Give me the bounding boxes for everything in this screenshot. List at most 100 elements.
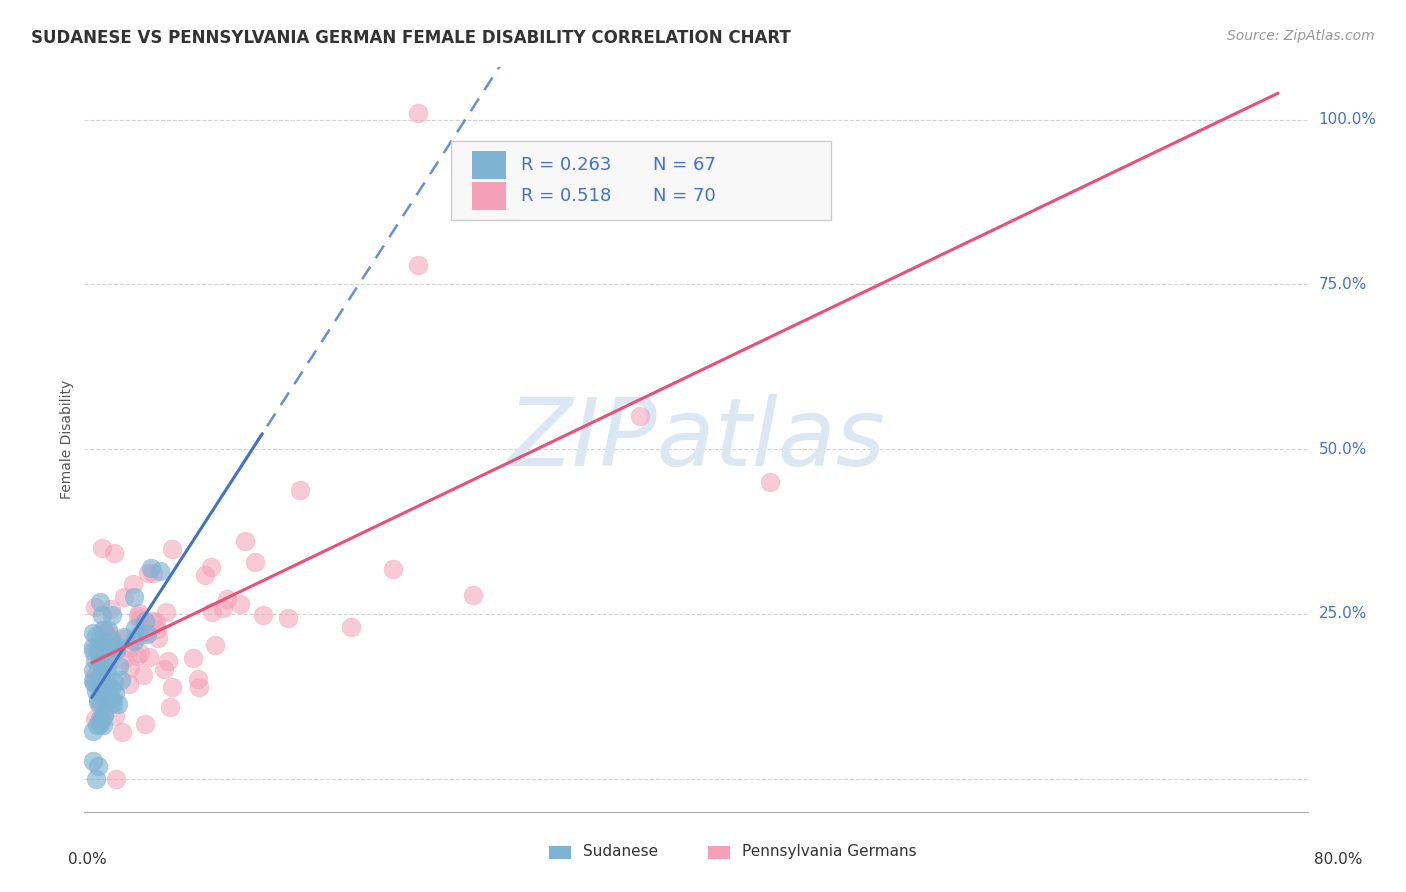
Point [86, 641, 108, 656]
Point [141, 561, 163, 575]
Point [107, 697, 129, 711]
Point [86, 677, 108, 691]
Point [114, 632, 136, 647]
Point [82, 673, 104, 688]
Point [93, 623, 115, 637]
Point [110, 725, 132, 739]
Point [87, 660, 110, 674]
Point [89, 717, 111, 731]
Point [89, 638, 111, 652]
Point [82, 754, 104, 768]
Point [82, 640, 104, 654]
Point [155, 605, 177, 619]
Text: Pennsylvania Germans: Pennsylvania Germans [742, 844, 917, 859]
Bar [550, 846, 571, 859]
Point [157, 654, 180, 668]
Point [100, 602, 122, 616]
Text: 50.0%: 50.0% [1319, 442, 1367, 457]
Point [215, 592, 238, 607]
Point [340, 620, 363, 634]
Point [149, 564, 172, 578]
Point [229, 597, 252, 611]
Point [82, 643, 104, 657]
Text: ZIPatlas: ZIPatlas [508, 393, 884, 485]
Point [145, 622, 167, 636]
Point [134, 717, 156, 731]
Point [628, 409, 651, 424]
Point [122, 634, 145, 648]
Point [112, 652, 135, 666]
Point [100, 681, 122, 695]
Point [91, 679, 114, 693]
Point [148, 631, 170, 645]
Text: 100.0%: 100.0% [1319, 112, 1376, 128]
Point [212, 600, 235, 615]
Point [86, 643, 108, 657]
Point [129, 612, 152, 626]
Point [118, 660, 141, 674]
Point [406, 258, 429, 272]
Point [84, 629, 107, 643]
Point [160, 680, 183, 694]
Point [89, 699, 111, 714]
Point [152, 662, 174, 676]
Point [136, 566, 159, 580]
Point [90, 665, 112, 680]
Point [91, 717, 114, 731]
Point [138, 650, 160, 665]
Point [104, 642, 127, 657]
Point [125, 649, 148, 664]
Point [160, 541, 183, 556]
Text: 25.0%: 25.0% [1319, 607, 1367, 622]
Point [107, 658, 129, 673]
Point [200, 605, 222, 619]
Point [89, 712, 111, 726]
Point [82, 724, 104, 739]
Text: N = 67: N = 67 [654, 156, 716, 174]
Point [122, 577, 145, 591]
Point [142, 614, 165, 628]
Point [91, 608, 114, 623]
Point [89, 654, 111, 668]
Text: Source: ZipAtlas.com: Source: ZipAtlas.com [1227, 29, 1375, 43]
Point [84, 772, 107, 786]
Point [93, 708, 115, 723]
Point [89, 595, 111, 609]
Text: 75.0%: 75.0% [1319, 277, 1367, 292]
Point [104, 708, 127, 723]
Point [94, 640, 117, 654]
Point [112, 630, 135, 644]
Point [101, 696, 124, 710]
Point [89, 628, 111, 642]
Point [129, 646, 152, 660]
Point [124, 591, 146, 605]
Point [82, 663, 104, 677]
Point [117, 640, 139, 655]
Point [94, 673, 117, 688]
Point [105, 640, 128, 654]
Point [87, 692, 110, 706]
Point [194, 567, 217, 582]
Point [127, 608, 149, 623]
Point [124, 621, 146, 635]
Point [128, 627, 150, 641]
Text: 0.0%: 0.0% [67, 852, 107, 867]
Point [187, 672, 209, 686]
Point [87, 643, 110, 657]
Point [159, 700, 181, 714]
Point [86, 684, 108, 698]
Point [134, 614, 156, 628]
Point [93, 707, 115, 722]
Point [97, 623, 120, 637]
Point [97, 683, 120, 698]
Point [142, 566, 165, 581]
Point [97, 625, 120, 640]
Text: Sudanese: Sudanese [583, 844, 658, 859]
Point [145, 615, 167, 629]
Point [288, 483, 311, 497]
Point [98, 690, 121, 705]
Point [103, 640, 125, 655]
Point [84, 668, 107, 682]
Text: R = 0.518: R = 0.518 [522, 187, 612, 205]
Text: SUDANESE VS PENNSYLVANIA GERMAN FEMALE DISABILITY CORRELATION CHART: SUDANESE VS PENNSYLVANIA GERMAN FEMALE D… [31, 29, 790, 46]
